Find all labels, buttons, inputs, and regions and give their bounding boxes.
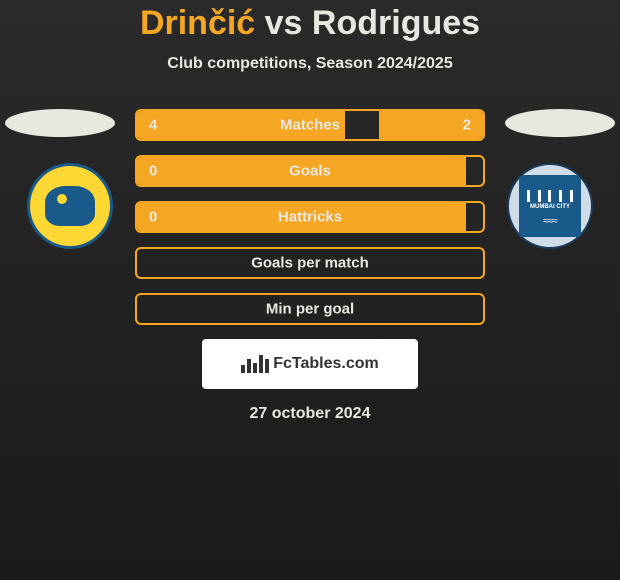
elephant-icon	[45, 186, 95, 226]
stat-row: 0 Hattricks	[135, 201, 485, 233]
stat-value-right: 2	[463, 117, 471, 134]
mumbai-city-logo: MUMBAI CITY ≈≈≈	[507, 163, 593, 249]
kerala-blasters-logo	[27, 163, 113, 249]
page-title: Drinčić vs Rodrigues	[0, 4, 620, 43]
mumbai-shield: MUMBAI CITY ≈≈≈	[519, 175, 581, 237]
stat-row: Goals per match	[135, 247, 485, 279]
source-badge: FcTables.com	[202, 339, 418, 389]
stat-row: 0 Goals	[135, 155, 485, 187]
vs-text: vs	[255, 4, 312, 42]
subtitle: Club competitions, Season 2024/2025	[0, 55, 620, 73]
stat-value-left: 0	[149, 163, 157, 180]
stat-row: 4 Matches 2	[135, 109, 485, 141]
club-badge-left	[20, 163, 120, 249]
stat-value-left: 0	[149, 209, 157, 226]
main-area: MUMBAI CITY ≈≈≈ 4 Matches 2 0 Goals 0 Hattrick…	[0, 109, 620, 423]
stats-list: 4 Matches 2 0 Goals 0 Hattricks Goals per match…	[135, 109, 485, 325]
club-badge-right: MUMBAI CITY ≈≈≈	[500, 163, 600, 249]
player1-name: Drinčić	[140, 4, 255, 42]
stat-value-left: 4	[149, 117, 157, 134]
stat-label: Hattricks	[278, 209, 342, 226]
stat-label: Goals	[289, 163, 331, 180]
mumbai-text: MUMBAI CITY	[530, 204, 570, 210]
stat-row: Min per goal	[135, 293, 485, 325]
stat-label: Min per goal	[266, 301, 354, 318]
comparison-container: Drinčić vs Rodrigues Club competitions, …	[0, 0, 620, 580]
chart-icon	[241, 355, 269, 373]
source-text: FcTables.com	[241, 355, 379, 373]
date-text: 27 october 2024	[0, 405, 620, 423]
player1-avatar-placeholder	[5, 109, 115, 137]
stat-label: Goals per match	[251, 255, 369, 272]
ship-icon: ≈≈≈	[543, 216, 556, 227]
player2-avatar-placeholder	[505, 109, 615, 137]
stat-label: Matches	[280, 117, 340, 134]
source-label: FcTables.com	[273, 355, 379, 373]
player2-name: Rodrigues	[312, 4, 480, 42]
